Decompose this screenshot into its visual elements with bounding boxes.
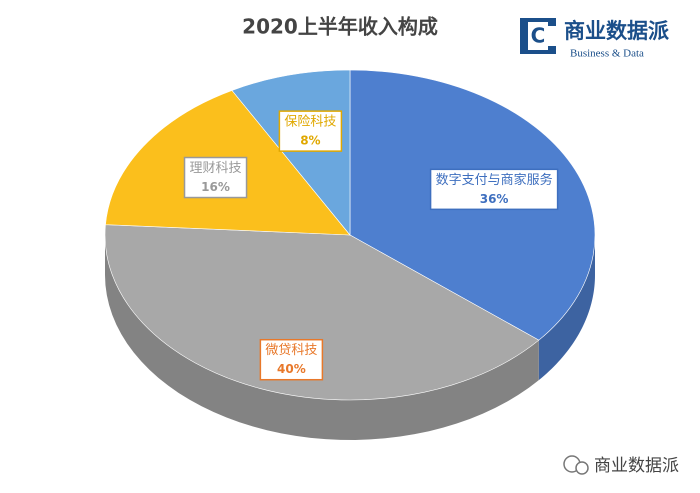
logo-letter: C <box>531 24 546 48</box>
data-label-box <box>429 168 559 211</box>
watermark-icon <box>575 461 589 475</box>
data-label-name: 微贷科技 <box>265 343 317 358</box>
data-label-box <box>259 338 324 381</box>
logo-subtitle: Business & Data <box>570 48 644 60</box>
pie: 数字支付与商家服务 36% 微贷科技 40% 理财科技 16% 保险科技 8% <box>104 69 596 440</box>
data-label-name: 保险科技 <box>284 115 336 130</box>
data-label-value: 16% <box>201 180 230 194</box>
chart-title: 2020上半年收入构成 <box>242 15 438 39</box>
data-label-name: 数字支付与商家服务 <box>436 172 553 188</box>
logo: C 商业数据派 Business & Data <box>520 18 670 60</box>
data-label-name: 理财科技 <box>190 161 242 176</box>
data-label-value: 40% <box>277 362 306 376</box>
data-label-value: 8% <box>300 134 320 148</box>
data-label-box <box>183 156 248 199</box>
data-label: 保险科技 8% <box>278 110 343 152</box>
pie-slice <box>104 224 540 401</box>
data-label: 数字支付与商家服务 36% <box>429 168 559 211</box>
pie-side <box>105 235 539 440</box>
data-label: 微贷科技 40% <box>259 338 324 381</box>
watermark: 商业数据派 <box>563 455 679 476</box>
pie-side <box>538 235 595 381</box>
watermark-text: 商业数据派 <box>594 456 679 476</box>
data-label-box <box>278 110 343 152</box>
logo-icon <box>520 18 556 54</box>
data-label-value: 36% <box>480 192 509 206</box>
logo-title: 商业数据派 <box>564 19 670 43</box>
data-label: 理财科技 16% <box>183 156 248 199</box>
